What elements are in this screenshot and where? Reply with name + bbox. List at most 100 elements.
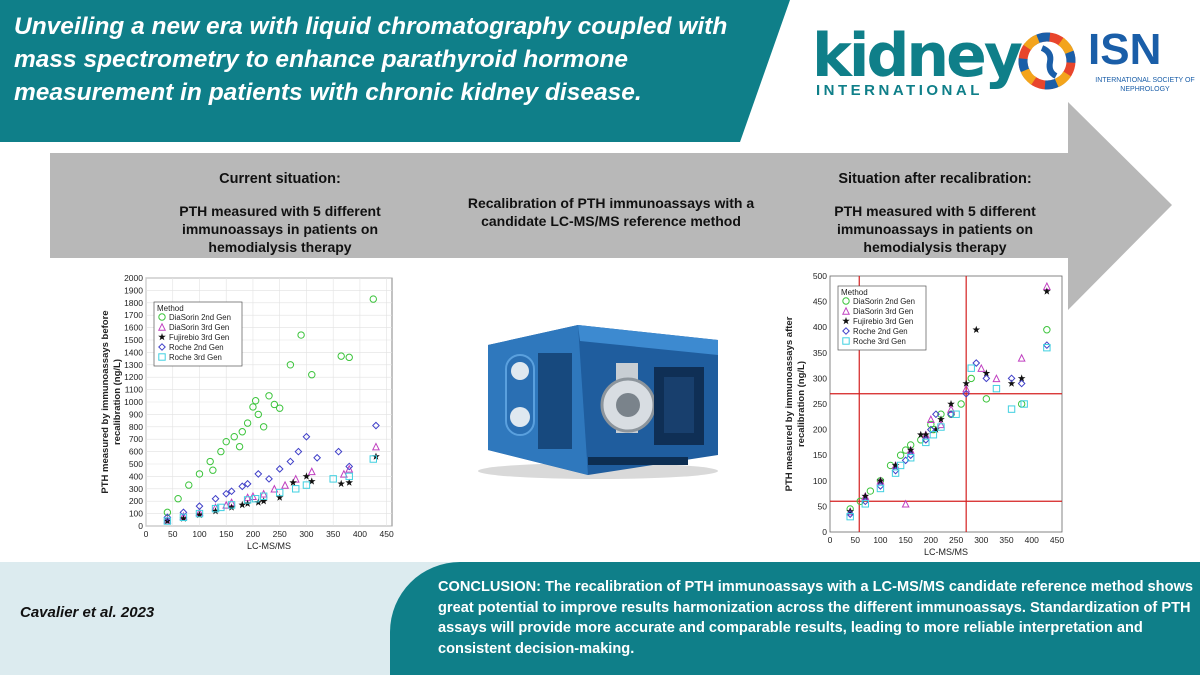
data-point [227, 487, 236, 496]
data-point [259, 492, 268, 500]
series-diasorin-2nd-gen [163, 295, 377, 517]
y-tick-label: 1600 [124, 323, 143, 333]
data-point [254, 410, 263, 419]
data-point [866, 487, 875, 495]
data-point [962, 384, 971, 393]
legend-entry: DiaSorin 2nd Gen [853, 297, 915, 306]
data-point [947, 400, 955, 408]
data-point [227, 501, 236, 509]
legend-entry: DiaSorin 2nd Gen [169, 313, 231, 322]
x-tick-label: 350 [999, 535, 1013, 545]
kidney-international-logo: kidney [812, 21, 1023, 91]
data-point [289, 478, 297, 486]
data-point [856, 497, 864, 505]
data-point [1007, 405, 1016, 413]
data-point [217, 503, 225, 512]
stage-after-text: PTH measured with 5 different immunoassa… [834, 203, 1036, 255]
y-tick-label: 1700 [124, 310, 143, 320]
y-tick-label: 100 [813, 476, 827, 486]
x-tick-label: 250 [273, 529, 287, 539]
x-tick-label: 100 [192, 529, 206, 539]
series-diasorin-3rd-gen [846, 281, 1051, 516]
data-point [163, 513, 172, 522]
data-point [906, 454, 915, 462]
data-point [891, 469, 900, 477]
data-point [962, 389, 971, 398]
citation: Cavalier et al. 2023 [20, 604, 155, 621]
data-point [937, 423, 945, 431]
data-point [275, 493, 284, 501]
data-point [369, 295, 377, 303]
data-point [952, 410, 960, 418]
x-tick-label: 100 [873, 535, 887, 545]
stage-current-text: PTH measured with 5 different immunoassa… [179, 203, 381, 255]
data-point [235, 442, 244, 451]
stage-recalibration: Recalibration of PTH immunoassays with a… [458, 194, 764, 230]
data-point [936, 420, 945, 429]
data-point [222, 437, 230, 446]
data-point [917, 430, 925, 438]
y-tick-label: 50 [818, 501, 828, 511]
data-point [179, 508, 188, 517]
x-tick-label: 150 [219, 529, 233, 539]
y-tick-label: 0 [822, 527, 827, 537]
isn-logo-text: ISN [1088, 25, 1162, 74]
y-tick-label: 1300 [124, 360, 143, 370]
series-roche-2nd-gen [163, 421, 380, 522]
legend-marker [158, 333, 166, 341]
legend-entry: DiaSorin 3rd Gen [169, 323, 229, 332]
data-point [307, 467, 316, 476]
data-point [302, 481, 311, 489]
y-tick-label: 300 [129, 484, 143, 494]
data-point [209, 466, 217, 474]
data-point [922, 430, 930, 438]
data-point [876, 476, 885, 484]
data-point [195, 470, 204, 478]
data-point [982, 395, 991, 403]
x-tick-label: 50 [850, 535, 860, 545]
y-tick-label: 900 [129, 409, 143, 419]
y-tick-label: 400 [813, 322, 827, 332]
data-point [977, 363, 986, 372]
data-point [243, 479, 252, 488]
legend-entry: Roche 3rd Gen [169, 353, 222, 362]
legend-marker [842, 327, 850, 335]
data-point [238, 500, 247, 509]
data-point [917, 436, 925, 444]
y-tick-label: 1500 [124, 335, 143, 345]
y-axis-label: PTH measured by immunoassays afterrecali… [784, 316, 807, 491]
data-point [861, 492, 870, 500]
data-point [896, 461, 905, 470]
data-point [251, 397, 260, 405]
data-point [292, 485, 300, 493]
x-axis-label: LC-MS/MS [247, 541, 291, 551]
chart-before-recalibration: 0 50 100 150 200 250 300 350 400 4500100200300400… [100, 273, 394, 551]
data-point [1017, 353, 1026, 362]
data-point [861, 500, 870, 508]
y-tick-label: 450 [813, 297, 827, 307]
data-point [195, 509, 204, 518]
legend-entry: Roche 2nd Gen [169, 343, 224, 352]
x-tick-label: 400 [1025, 535, 1039, 545]
data-point [211, 494, 220, 503]
legend-marker [842, 337, 850, 345]
data-point [337, 479, 345, 488]
data-point [345, 464, 354, 473]
data-point [876, 484, 885, 493]
data-point [243, 496, 252, 504]
y-tick-label: 400 [129, 471, 143, 481]
legend-marker [158, 353, 166, 361]
data-point [329, 475, 337, 483]
legend-marker [157, 322, 167, 331]
legend-entry: Roche 2nd Gen [853, 327, 908, 336]
kidney-international-logo-sub: INTERNATIONAL [816, 82, 983, 99]
y-tick-label: 200 [813, 425, 827, 435]
data-point [259, 497, 268, 505]
data-point [275, 404, 284, 412]
x-tick-label: 0 [144, 529, 149, 539]
data-point [179, 514, 188, 522]
x-tick-label: 450 [380, 529, 394, 539]
legend-marker [158, 343, 166, 351]
series-roche-3rd-gen [846, 343, 1051, 521]
